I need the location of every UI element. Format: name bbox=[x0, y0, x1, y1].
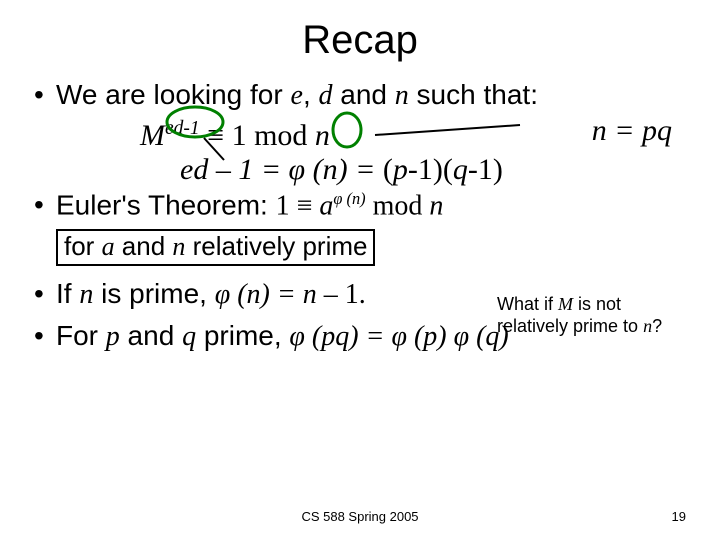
euler-tail: mod bbox=[366, 191, 430, 222]
b4-p: p bbox=[106, 321, 120, 352]
euler-sup: φ (n) bbox=[333, 189, 365, 208]
box-pre: for bbox=[64, 231, 102, 261]
eq2-m1: -1)( bbox=[408, 153, 453, 186]
eq2-p1: ( bbox=[383, 153, 393, 186]
b2-pre: Euler's Theorem: bbox=[56, 190, 276, 221]
eq2-p: p bbox=[393, 153, 408, 186]
bullet-4: For p and q prime, φ (pq) = φ (p) φ (q) bbox=[30, 318, 690, 355]
b1-d: d bbox=[319, 80, 333, 111]
bullet-2: Euler's Theorem: 1 ≡ aφ (n) mod n bbox=[30, 187, 690, 225]
footer-center: CS 588 Spring 2005 bbox=[0, 509, 720, 524]
b1-e: e bbox=[291, 80, 303, 111]
relatively-prime-box: for a and n relatively prime bbox=[56, 229, 375, 266]
box-end: relatively prime bbox=[185, 231, 367, 261]
b4-q: q bbox=[182, 321, 196, 352]
b4-pre: For bbox=[56, 320, 106, 351]
b4-phi: φ (pq) = φ (p) φ (q) bbox=[289, 321, 508, 352]
eq1-n: n bbox=[315, 119, 330, 152]
euler-a: a bbox=[319, 191, 333, 222]
b3-n: n bbox=[79, 279, 93, 310]
eq2-main: ed – 1 = φ (n) = bbox=[180, 153, 383, 186]
b3-mid: is prime, bbox=[93, 278, 214, 309]
b3-phi: φ (n) = n – bbox=[215, 279, 345, 310]
box-a: a bbox=[102, 232, 115, 261]
bullet-list: We are looking for e, d and n such that: bbox=[30, 77, 690, 114]
box-mid: and bbox=[115, 231, 173, 261]
b4-mid: prime, bbox=[196, 320, 289, 351]
eq1-tail: ≡ 1 mod bbox=[200, 119, 315, 152]
b3-one: 1. bbox=[345, 279, 366, 310]
b1-end: such that: bbox=[409, 79, 538, 110]
eq2-m2: -1) bbox=[468, 153, 503, 186]
b1-m1: , bbox=[303, 79, 319, 110]
page-number: 19 bbox=[672, 509, 686, 524]
euler-n: n bbox=[429, 191, 443, 222]
eq1-M: M bbox=[140, 119, 165, 152]
b3-pre: If bbox=[56, 278, 79, 309]
b1-n: n bbox=[395, 80, 409, 111]
slide: Recap We are looking for e, d and n such… bbox=[0, 0, 720, 540]
b1-text: We are looking for bbox=[56, 79, 291, 110]
bullet-1: We are looking for e, d and n such that: bbox=[30, 77, 690, 114]
equation-line-2: ed – 1 = φ (n) = (p-1)(q-1) bbox=[180, 153, 690, 187]
eq2-q: q bbox=[453, 153, 468, 186]
bullet-3: If n is prime, φ (n) = n – 1. bbox=[30, 276, 690, 313]
b4-and: and bbox=[120, 320, 182, 351]
box-n: n bbox=[172, 232, 185, 261]
bullet-list-2: Euler's Theorem: 1 ≡ aφ (n) mod n bbox=[30, 187, 690, 225]
b1-m2: and bbox=[333, 79, 395, 110]
condition-row: for a and n relatively prime bbox=[30, 229, 690, 266]
n-equals-pq: n = pq bbox=[592, 114, 672, 148]
slide-title: Recap bbox=[30, 18, 690, 63]
euler-1: 1 ≡ bbox=[276, 191, 320, 222]
eq1-sup: ed-1 bbox=[165, 118, 200, 139]
